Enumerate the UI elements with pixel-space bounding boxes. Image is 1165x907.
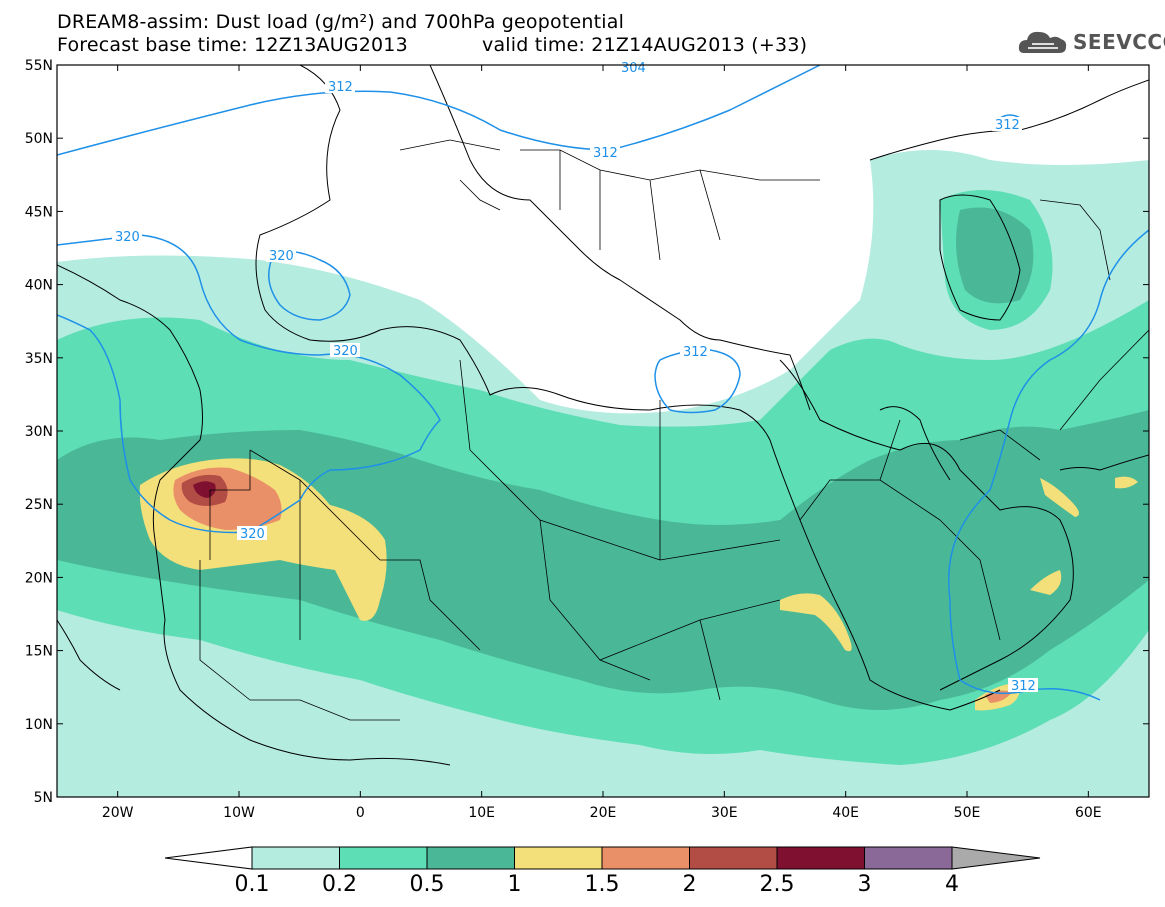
dust-shading <box>57 150 1149 797</box>
lat-tick-label: 50N <box>25 131 53 147</box>
lon-tick-label: 20W <box>102 805 134 821</box>
contour-label: 312 <box>683 345 708 360</box>
colorbar-swatch <box>689 846 778 870</box>
lon-tick-label: 20E <box>590 805 617 821</box>
colorbar-label: 3 <box>857 872 872 897</box>
contour-label: 312 <box>1011 679 1036 694</box>
colorbar-label: 0.2 <box>322 872 357 897</box>
forecast-times: Forecast base time: 12Z13AUG2013 valid ti… <box>57 34 807 56</box>
contour-label: 312 <box>593 146 618 161</box>
colorbar-label: 4 <box>945 872 959 897</box>
contour-label: 320 <box>115 230 140 245</box>
axis-ticks <box>57 64 1149 798</box>
cloud-logo-icon <box>1018 31 1067 53</box>
valid-time: valid time: 21Z14AUG2013 (+33) <box>482 34 808 56</box>
lat-tick-label: 15N <box>25 644 53 660</box>
lat-tick-label: 20N <box>25 570 53 586</box>
colorbar-low-arrow <box>164 846 253 870</box>
lon-tick-label: 0 <box>356 805 365 821</box>
contour-label: 312 <box>995 118 1020 133</box>
contour-labels: 312 312 312 312 320 320 320 320 304 312 <box>112 61 1038 694</box>
contour-label: 312 <box>328 80 353 95</box>
coastlines <box>57 65 1149 766</box>
colorbar-label: 1 <box>507 872 522 897</box>
lon-tick-label: 40E <box>832 805 859 821</box>
lat-tick-label: 35N <box>25 351 53 367</box>
colorbar-swatch <box>601 846 690 870</box>
lat-tick-label: 40N <box>25 278 53 294</box>
colorbar-swatch <box>776 846 865 870</box>
colorbar-high-arrow <box>951 846 1041 870</box>
lon-tick-label: 10W <box>223 805 255 821</box>
colorbar-swatch <box>251 846 340 870</box>
contour-label: 320 <box>269 249 294 264</box>
borders <box>199 139 1149 721</box>
latitude-labels: 55N 50N 45N 40N 35N 30N 25N 20N 15N 10N 5N <box>25 58 53 806</box>
colorbar-swatch <box>426 846 515 870</box>
lon-tick-label: 30E <box>711 805 738 821</box>
lon-tick-label: 50E <box>954 805 981 821</box>
colorbar-swatch <box>864 846 953 870</box>
lat-tick-label: 10N <box>25 717 53 733</box>
longitude-labels: 20W 10W 0 10E 20E 30E 40E 50E 60E <box>102 805 1102 821</box>
colorbar <box>164 846 1041 870</box>
colorbar-swatch <box>514 846 603 870</box>
colorbar-label: 1.5 <box>584 872 620 897</box>
colorbar-swatch <box>339 846 428 870</box>
lat-tick-label: 30N <box>25 424 53 440</box>
lat-tick-label: 5N <box>34 790 53 806</box>
lon-tick-label: 60E <box>1075 805 1102 821</box>
base-time: Forecast base time: 12Z13AUG2013 <box>57 34 408 56</box>
map-title: DREAM8-assim: Dust load (g/m²) and 700hP… <box>57 11 625 33</box>
logo-text: SEEVCCC <box>1073 30 1165 54</box>
colorbar-label: 2 <box>682 872 697 897</box>
contour-label: 320 <box>240 527 265 542</box>
colorbar-label: 0.1 <box>234 872 270 897</box>
colorbar-label: 0.5 <box>409 872 445 897</box>
seevccc-logo: SEEVCCC <box>1018 27 1165 57</box>
contour-label: 304 <box>621 61 646 76</box>
geopotential-contours <box>57 65 1149 701</box>
lat-tick-label: 25N <box>25 497 53 513</box>
lat-tick-label: 45N <box>25 204 53 220</box>
lat-tick-label: 55N <box>25 58 53 74</box>
contour-label: 320 <box>333 344 358 359</box>
colorbar-label: 2.5 <box>759 872 795 897</box>
lon-tick-label: 10E <box>468 805 495 821</box>
